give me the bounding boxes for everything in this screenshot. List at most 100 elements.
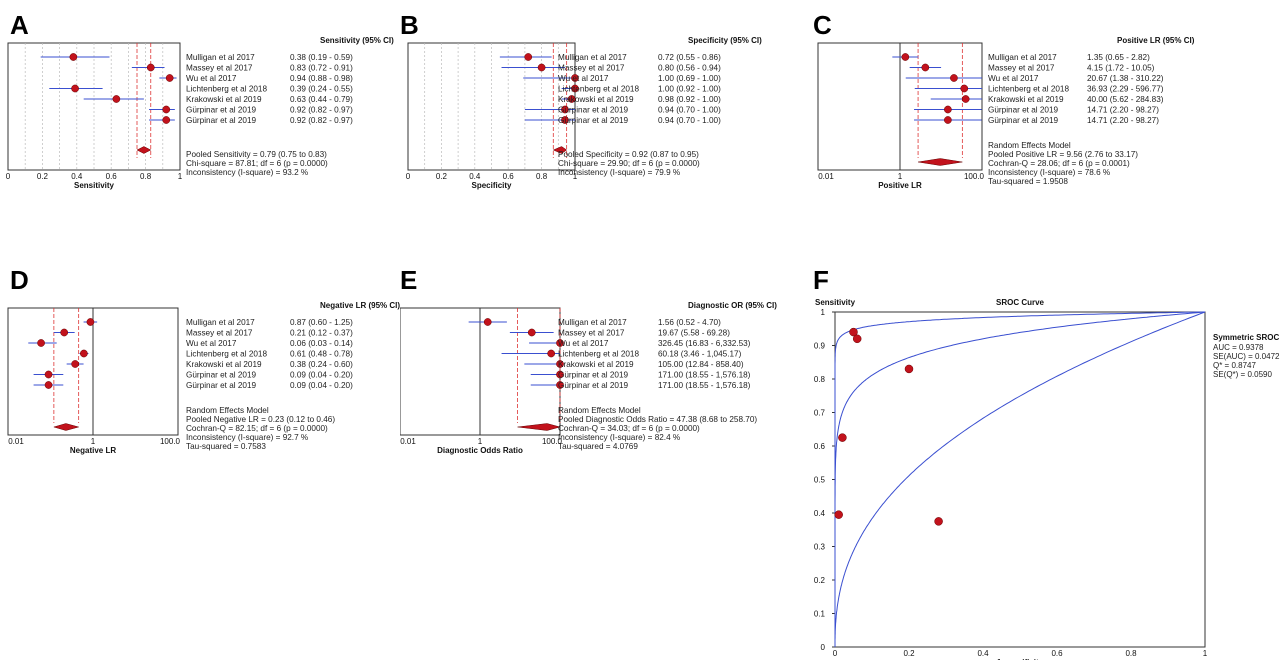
y-axis-label: Sensitivity <box>815 298 856 307</box>
tick-label: 1 <box>478 437 483 446</box>
tick-label: 100.0 <box>542 437 563 446</box>
study-label: Wu et al 2017 <box>186 339 237 348</box>
study-label: Lichtenberg et al 2018 <box>988 85 1069 94</box>
forest-panel-d: D Mulligan et al 2017 0.87 (0.60 - 1.25) M… <box>0 265 400 465</box>
study-ci-value: 0.38 (0.24 - 0.60) <box>290 360 353 369</box>
study-ci-value: 0.21 (0.12 - 0.37) <box>290 329 353 338</box>
study-point <box>567 95 576 103</box>
column-header: Specificity (95% CI) <box>688 36 762 45</box>
study-point <box>69 53 78 61</box>
study-point <box>950 74 958 82</box>
forest-plot-sensitivity: Mulligan et al 2017 0.38 (0.19 - 0.59) Mas… <box>6 36 394 190</box>
study-point <box>162 105 171 114</box>
tick-label: 1 <box>573 172 578 181</box>
study-ci-value: 0.63 (0.44 - 0.79) <box>290 95 353 104</box>
study-ci-value: 0.09 (0.04 - 0.20) <box>290 381 353 390</box>
x-tick-label: 0.2 <box>903 649 915 658</box>
study-point <box>571 74 579 82</box>
column-header: Positive LR (95% CI) <box>1117 36 1195 45</box>
study-label: Wu et al 2017 <box>186 74 237 83</box>
study-point <box>165 74 174 82</box>
study-ci-value: 0.87 (0.60 - 1.25) <box>290 318 353 327</box>
study-label: Wu et al 2017 <box>558 339 609 348</box>
summary-stat: Chi-square = 29.90; df = 6 (p = 0.0000) <box>558 159 700 168</box>
summary-stat: Pooled Diagnostic Odds Ratio = 47.38 (8.… <box>558 415 757 424</box>
forest-panel-b: B Mulligan et al 2017 0.72 (0.55 - 0.86) M… <box>400 0 810 200</box>
panel-letter: B <box>400 10 419 40</box>
study-point <box>524 53 533 61</box>
study-ci-value: 14.71 (2.20 - 98.27) <box>1087 116 1159 125</box>
x-tick-label: 1 <box>1203 649 1208 658</box>
study-ci-value: 0.09 (0.04 - 0.20) <box>290 371 353 380</box>
study-point <box>71 360 79 368</box>
plot-frame <box>7 42 181 171</box>
summary-stat: Cochran-Q = 34.03; df = 6 (p = 0.0000) <box>558 424 700 433</box>
summary-stat: Pooled Sensitivity = 0.79 (0.75 to 0.83) <box>186 150 327 159</box>
study-ci-value: 171.00 (18.55 - 1,576.18) <box>658 371 751 380</box>
summary-stat: Inconsistency (I-square) = 78.6 % <box>988 168 1110 177</box>
x-axis-label: Specificity <box>471 181 512 190</box>
summary-stat: Tau-squared = 4.0769 <box>558 442 638 451</box>
tick-label: 1 <box>898 172 903 181</box>
study-label: Gürpinar et al 2019 <box>988 106 1059 115</box>
tick-label: 0.6 <box>106 172 118 181</box>
sroc-plot: Sensitivity SROC Curve 0 0.1 0.2 0.3 0.4 0.5 0.6… <box>814 298 1280 665</box>
summary-stat: Tau-squared = 0.7583 <box>186 442 266 451</box>
study-ci-value: 20.67 (1.38 - 310.22) <box>1087 74 1164 83</box>
y-tick-label: 0.7 <box>814 409 826 418</box>
study-point <box>60 328 69 337</box>
study-label: Krakowski et al 2019 <box>558 360 634 369</box>
study-label: Gürpinar et al 2019 <box>558 106 629 115</box>
study-ci-value: 36.93 (2.29 - 596.77) <box>1087 85 1164 94</box>
pooled-diamond <box>552 146 568 154</box>
summary-stat: Chi-square = 87.81; df = 6 (p = 0.0000) <box>186 159 328 168</box>
study-label: Wu et al 2017 <box>558 74 609 83</box>
study-label: Gürpinar et al 2019 <box>558 116 629 125</box>
study-ci-value: 0.61 (0.48 - 0.78) <box>290 350 353 359</box>
study-label: Krakowski et al 2019 <box>186 95 262 104</box>
tick-label: 0.2 <box>37 172 49 181</box>
study-label: Gürpinar et al 2019 <box>988 116 1059 125</box>
study-label: Mulligan et al 2017 <box>186 53 255 62</box>
summary-stat: Inconsistency (I-square) = 93.2 % <box>186 168 308 177</box>
summary-stat: Cochran-Q = 28.06; df = 6 (p = 0.0001) <box>988 159 1130 168</box>
study-point <box>921 63 930 72</box>
study-ci-value: 1.35 (0.65 - 2.82) <box>1087 53 1150 62</box>
study-point <box>556 381 564 389</box>
study-point <box>71 84 79 93</box>
column-header: Negative LR (95% CI) <box>320 301 400 310</box>
tick-label: 0.6 <box>503 172 515 181</box>
study-label: Massey et al 2017 <box>558 64 625 73</box>
forest-plot-negative-lr: Mulligan et al 2017 0.87 (0.60 - 1.25) Mas… <box>7 301 400 455</box>
column-header: Diagnostic OR (95% CI) <box>688 301 777 310</box>
tick-label: 0.01 <box>400 437 416 446</box>
y-tick-label: 0.4 <box>814 509 826 518</box>
study-label: Lichtenberg et al 2018 <box>186 85 267 94</box>
study-label: Lichtenberg et al 2018 <box>558 350 639 359</box>
study-ci-value: 105.00 (12.84 - 858.40) <box>658 360 744 369</box>
study-point <box>44 381 53 389</box>
tick-label: 0 <box>406 172 411 181</box>
study-point <box>37 339 45 347</box>
y-tick-label: 0.2 <box>814 576 826 585</box>
sroc-curve <box>834 311 1206 647</box>
summary-stat: Tau-squared = 1.9508 <box>988 177 1068 186</box>
study-ci-value: 0.80 (0.56 - 0.94) <box>658 64 721 73</box>
study-label: Massey et al 2017 <box>186 64 253 73</box>
tick-label: 0 <box>6 172 11 181</box>
study-ci-value: 1.00 (0.69 - 1.00) <box>658 74 721 83</box>
legend-title: Symmetric SROC <box>1213 333 1279 342</box>
study-point <box>556 370 564 379</box>
pooled-diamond <box>136 146 152 154</box>
tick-label: 0.4 <box>469 172 481 181</box>
tick-label: 0.8 <box>140 172 152 181</box>
study-ci-value: 0.72 (0.55 - 0.86) <box>658 53 721 62</box>
study-point <box>904 364 914 374</box>
study-point <box>556 360 564 368</box>
y-tick-label: 0.3 <box>814 543 826 552</box>
x-axis-label: Positive LR <box>878 181 922 190</box>
panel-letter: D <box>10 265 29 295</box>
study-ci-value: 60.18 (3.46 - 1,045.17) <box>658 350 742 359</box>
sroc-curve-upper <box>834 311 1206 647</box>
study-ci-value: 1.56 (0.52 - 4.70) <box>658 318 721 327</box>
